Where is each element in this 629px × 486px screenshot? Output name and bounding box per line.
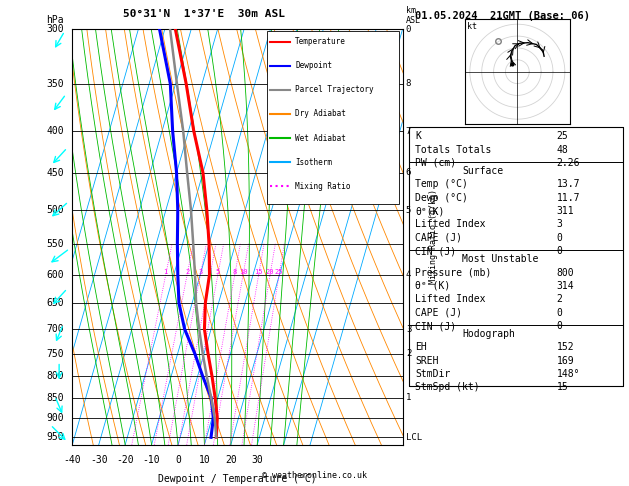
Text: 700: 700 <box>47 324 64 334</box>
Text: 8: 8 <box>233 269 237 275</box>
Text: 20: 20 <box>225 455 237 465</box>
Text: 2: 2 <box>557 294 562 304</box>
Text: Surface: Surface <box>462 166 503 176</box>
Text: 3: 3 <box>406 325 411 334</box>
Text: 800: 800 <box>557 267 574 278</box>
Text: Lifted Index: Lifted Index <box>415 294 486 304</box>
Text: Totals Totals: Totals Totals <box>415 145 491 155</box>
Text: 650: 650 <box>47 298 64 308</box>
Text: -10: -10 <box>143 455 160 465</box>
Text: StmDir: StmDir <box>415 369 450 379</box>
Text: -20: -20 <box>116 455 134 465</box>
Text: Temp (°C): Temp (°C) <box>415 179 468 190</box>
Text: K: K <box>415 131 421 141</box>
FancyBboxPatch shape <box>267 31 399 204</box>
Text: 350: 350 <box>47 79 64 89</box>
Text: Most Unstable: Most Unstable <box>462 254 538 264</box>
Text: 0: 0 <box>557 233 562 243</box>
Text: 10: 10 <box>239 269 247 275</box>
Text: 8: 8 <box>406 79 411 88</box>
Text: Temperature: Temperature <box>295 37 346 46</box>
Text: 2: 2 <box>185 269 189 275</box>
Text: 4: 4 <box>406 270 411 279</box>
Text: 0: 0 <box>175 455 181 465</box>
Text: θᵉ(K): θᵉ(K) <box>415 206 445 216</box>
Text: Dry Adiabat: Dry Adiabat <box>295 109 346 119</box>
Text: Parcel Trajectory: Parcel Trajectory <box>295 86 374 94</box>
Text: 600: 600 <box>47 270 64 279</box>
Text: StmSpd (kt): StmSpd (kt) <box>415 382 480 393</box>
Text: 300: 300 <box>47 24 64 34</box>
Text: 5: 5 <box>216 269 220 275</box>
Text: 4: 4 <box>208 269 212 275</box>
Text: Dewp (°C): Dewp (°C) <box>415 192 468 203</box>
Text: 148°: 148° <box>557 369 580 379</box>
Text: 850: 850 <box>47 393 64 403</box>
Text: 7: 7 <box>406 126 411 136</box>
Text: hPa: hPa <box>47 15 64 25</box>
Text: 50°31'N  1°37'E  30m ASL: 50°31'N 1°37'E 30m ASL <box>123 9 286 19</box>
Text: 3: 3 <box>198 269 203 275</box>
Text: © weatheronline.co.uk: © weatheronline.co.uk <box>262 471 367 480</box>
Text: 6: 6 <box>406 168 411 177</box>
Text: 311: 311 <box>557 206 574 216</box>
Text: CIN (J): CIN (J) <box>415 246 456 256</box>
Text: 0: 0 <box>406 25 411 34</box>
Text: 48: 48 <box>557 145 569 155</box>
Text: Lifted Index: Lifted Index <box>415 219 486 229</box>
Text: Dewpoint: Dewpoint <box>295 61 332 70</box>
Text: 15: 15 <box>255 269 263 275</box>
Text: PW (cm): PW (cm) <box>415 158 456 168</box>
Text: 3: 3 <box>557 219 562 229</box>
Text: -30: -30 <box>90 455 108 465</box>
Text: 314: 314 <box>557 281 574 291</box>
Text: 30: 30 <box>252 455 263 465</box>
Text: 11.7: 11.7 <box>557 192 580 203</box>
Text: 2.26: 2.26 <box>557 158 580 168</box>
Text: 1: 1 <box>406 394 411 402</box>
Text: 152: 152 <box>557 342 574 352</box>
Text: 0: 0 <box>557 246 562 256</box>
Text: Pressure (mb): Pressure (mb) <box>415 267 491 278</box>
Text: 1: 1 <box>164 269 168 275</box>
Text: 15: 15 <box>557 382 569 393</box>
Text: 500: 500 <box>47 205 64 215</box>
Text: CIN (J): CIN (J) <box>415 321 456 331</box>
Text: 169: 169 <box>557 356 574 366</box>
Text: 550: 550 <box>47 239 64 249</box>
Text: Mixing Ratio (g/kg): Mixing Ratio (g/kg) <box>429 190 438 284</box>
Text: km
ASL: km ASL <box>406 6 421 25</box>
Text: 800: 800 <box>47 371 64 382</box>
Text: 5: 5 <box>406 206 411 214</box>
Text: θᵉ (K): θᵉ (K) <box>415 281 450 291</box>
Text: 900: 900 <box>47 413 64 423</box>
Text: 950: 950 <box>47 433 64 442</box>
Text: Mixing Ratio: Mixing Ratio <box>295 182 351 191</box>
Text: 13.7: 13.7 <box>557 179 580 190</box>
Text: 25: 25 <box>275 269 284 275</box>
Text: 25: 25 <box>557 131 569 141</box>
Text: Isotherm: Isotherm <box>295 157 332 167</box>
Text: -40: -40 <box>64 455 81 465</box>
Text: 400: 400 <box>47 126 64 136</box>
Text: 2: 2 <box>406 349 411 358</box>
Text: 450: 450 <box>47 168 64 178</box>
Text: EH: EH <box>415 342 427 352</box>
Text: 01.05.2024  21GMT (Base: 06): 01.05.2024 21GMT (Base: 06) <box>415 11 590 21</box>
Text: kt: kt <box>467 22 477 31</box>
Text: 10: 10 <box>199 455 210 465</box>
Text: 750: 750 <box>47 348 64 359</box>
Text: SREH: SREH <box>415 356 438 366</box>
Text: CAPE (J): CAPE (J) <box>415 233 462 243</box>
Text: CAPE (J): CAPE (J) <box>415 308 462 318</box>
Text: LCL: LCL <box>406 433 422 442</box>
Text: 0: 0 <box>557 321 562 331</box>
Text: Wet Adiabat: Wet Adiabat <box>295 134 346 142</box>
Text: Dewpoint / Temperature (°C): Dewpoint / Temperature (°C) <box>158 474 317 484</box>
Text: 20: 20 <box>266 269 274 275</box>
Text: Hodograph: Hodograph <box>462 329 515 339</box>
Text: 0: 0 <box>557 308 562 318</box>
